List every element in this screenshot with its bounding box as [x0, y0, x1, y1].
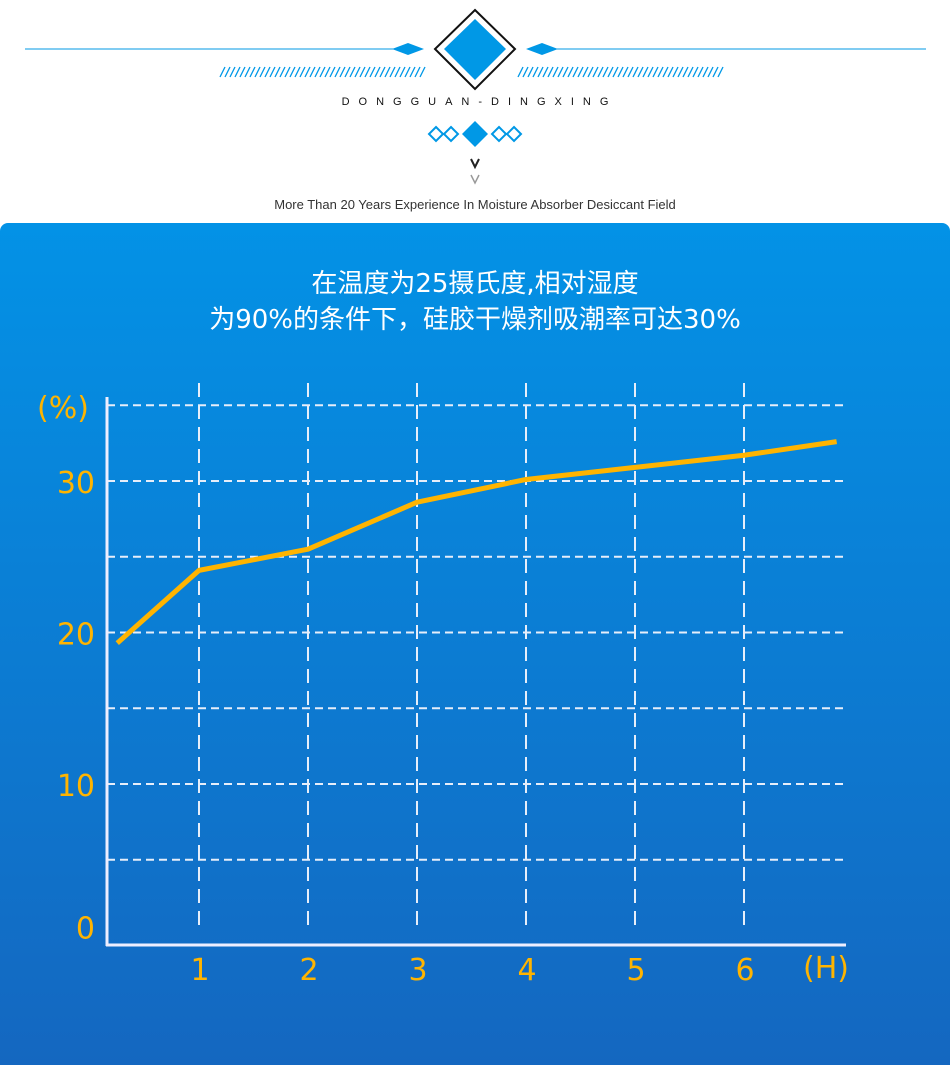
chevron-down-icon	[470, 158, 480, 185]
x-tick-label: 3	[408, 953, 427, 988]
small-diamond-icon	[526, 43, 558, 55]
x-tick-label: 2	[299, 953, 318, 988]
y-tick-label: 30	[57, 466, 95, 501]
diamond-row-icon	[427, 121, 523, 147]
tagline: More Than 20 Years Experience In Moistur…	[274, 197, 676, 212]
x-tick-label: 1	[190, 953, 209, 988]
small-diamond-icon	[392, 43, 424, 55]
grid	[107, 383, 846, 930]
brand-name: DONGGUAN-DINGXING	[341, 96, 618, 108]
panel-title-line2: 为90%的条件下，硅胶干燥剂吸潮率可达30%	[209, 305, 741, 335]
header: DONGGUAN-DINGXING More Than 20 Years Exp…	[0, 0, 950, 223]
y-tick-label: 10	[57, 769, 95, 804]
panel-title-line1: 在温度为25摄氏度,相对湿度	[311, 269, 639, 299]
y-axis-label: (%)	[37, 391, 89, 426]
x-tick-label: 4	[517, 953, 536, 988]
hatch-pattern	[219, 66, 724, 78]
x-tick-label: 6	[735, 953, 754, 988]
header-ornament	[25, 8, 926, 185]
chart-panel: 在温度为25摄氏度,相对湿度 为90%的条件下，硅胶干燥剂吸潮率可达30%	[0, 223, 950, 1065]
x-tick-label: 5	[626, 953, 645, 988]
y-tick-label: 0	[76, 912, 95, 947]
x-axis-label: (H)	[803, 951, 849, 986]
logo-diamond-icon	[444, 19, 506, 80]
y-tick-label: 20	[57, 618, 95, 653]
series-line	[115, 439, 838, 645]
logo-diamond-outline-icon	[433, 8, 517, 91]
